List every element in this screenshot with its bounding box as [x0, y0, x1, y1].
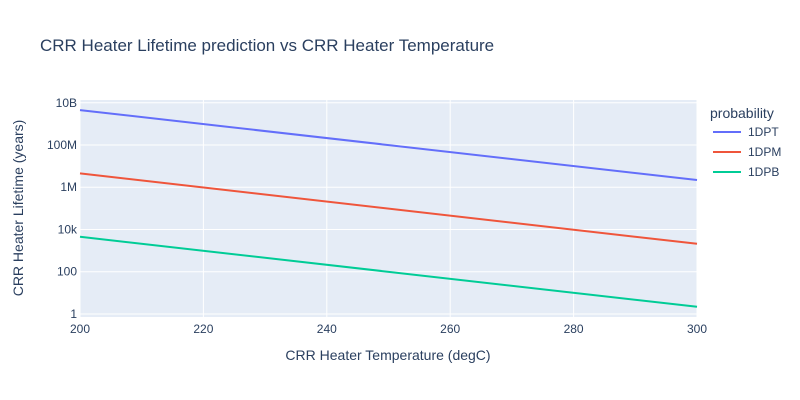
- series-line-1dpt[interactable]: [79, 109, 698, 181]
- series-line-1dpb[interactable]: [79, 235, 698, 308]
- x-axis-ticks: 200 220 240 260 280 300: [70, 322, 707, 336]
- y-tick-label: 10B: [56, 96, 77, 110]
- y-tick-label: 1: [70, 307, 77, 321]
- legend-label: 1DPT: [748, 125, 779, 139]
- legend[interactable]: probability 1DPT 1DPM 1DPB: [710, 105, 781, 179]
- legend-item-1dpt[interactable]: 1DPT: [713, 125, 779, 139]
- y-tick-label: 10k: [58, 222, 78, 236]
- x-tick-label: 260: [440, 322, 460, 336]
- x-tick-label: 220: [193, 322, 213, 336]
- y-axis-ticks: 1 100 10k 1M 100M 10B: [47, 96, 78, 321]
- series-line-1dpm[interactable]: [79, 172, 698, 245]
- legend-item-1dpb[interactable]: 1DPB: [713, 165, 779, 179]
- x-tick-label: 240: [317, 322, 337, 336]
- y-tick-label: 1M: [60, 180, 77, 194]
- legend-title: probability: [710, 105, 774, 121]
- legend-item-1dpm[interactable]: 1DPM: [713, 145, 781, 159]
- x-tick-label: 200: [70, 322, 90, 336]
- y-tick-label: 100M: [47, 138, 77, 152]
- x-tick-label: 300: [687, 322, 707, 336]
- legend-label: 1DPB: [748, 165, 779, 179]
- y-axis-title: CRR Heater Lifetime (years): [10, 120, 26, 297]
- x-axis-title: CRR Heater Temperature (degC): [285, 347, 490, 363]
- series-lines: [79, 109, 698, 308]
- x-tick-label: 280: [564, 322, 584, 336]
- legend-label: 1DPM: [748, 145, 781, 159]
- chart-title: CRR Heater Lifetime prediction vs CRR He…: [40, 36, 494, 55]
- y-tick-label: 100: [57, 265, 77, 279]
